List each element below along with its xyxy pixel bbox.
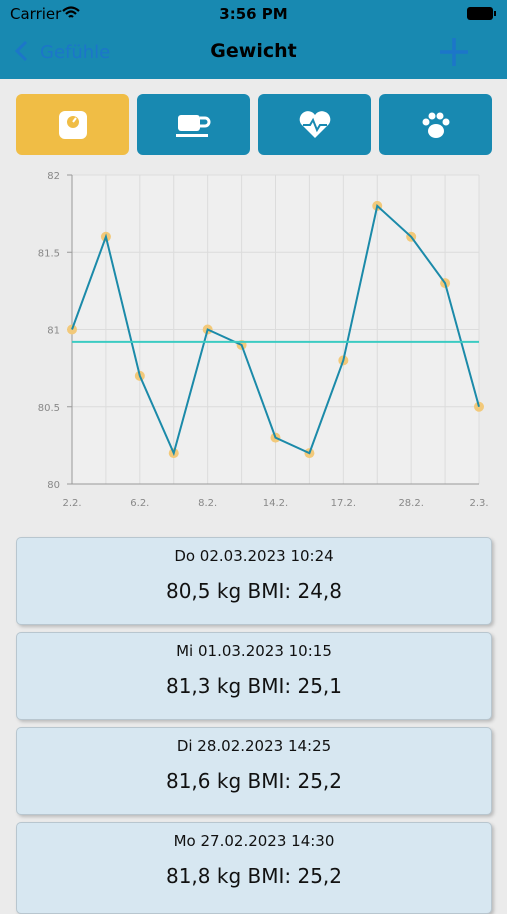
- entry-date: Do 02.03.2023 10:24: [174, 547, 334, 565]
- entry-summary: 81,8 kg BMI: 25,2: [165, 864, 343, 888]
- entry-summary: 80,5 kg BMI: 24,8: [165, 579, 343, 603]
- x-tick-label: 6.2.: [130, 498, 149, 509]
- carrier: Carrier: [10, 5, 62, 23]
- weight-line: [71, 203, 480, 457]
- entry-summary: 81,3 kg BMI: 25,1: [165, 674, 343, 698]
- y-tick-label: 81.5: [38, 248, 60, 259]
- entry-card[interactable]: Mo 27.02.2023 14:30 81,8 kg BMI: 25,2: [16, 822, 492, 914]
- back-arrow[interactable]: [14, 40, 28, 62]
- entry-summary: 81,6 kg BMI: 25,2: [165, 769, 343, 793]
- x-tick-label: 14.2.: [263, 498, 288, 509]
- entry-date: Mo 27.02.2023 14:30: [173, 832, 335, 850]
- entry-card[interactable]: Do 02.03.2023 10:24 80,5 kg BMI: 24,8: [16, 537, 492, 625]
- tab-weight[interactable]: [16, 94, 129, 155]
- nav-bar: Carrier 3:56 PM Gefühle Gewicht: [0, 0, 507, 79]
- entry-card[interactable]: Di 28.02.2023 14:25 81,6 kg BMI: 25,2: [16, 727, 492, 815]
- entry-date: Di 28.02.2023 14:25: [176, 737, 332, 755]
- tab-health[interactable]: [258, 94, 371, 155]
- clock: 3:56 PM: [219, 5, 288, 23]
- add-button[interactable]: [438, 36, 470, 68]
- entry-date: Mi 01.03.2023 10:15: [176, 642, 332, 660]
- battery-icon: [467, 7, 496, 20]
- x-tick-label: 17.2.: [331, 498, 356, 509]
- entry-card[interactable]: Mi 01.03.2023 10:15 81,3 kg BMI: 25,1: [16, 632, 492, 720]
- x-tick-label: 2.2.: [62, 498, 81, 509]
- y-tick-label: 80: [47, 480, 60, 491]
- x-tick-label: 28.2.: [398, 498, 423, 509]
- x-tick-label: 2.3.: [469, 498, 488, 509]
- y-tick-label: 82: [47, 171, 60, 182]
- y-tick-label: 81: [47, 326, 60, 337]
- weight-chart: 80 80.5 81 81.5 82 2.2. 6.2. 8.2. 14.2. 17.2. 28.2…: [38, 171, 489, 509]
- nav-title: Gewicht: [210, 40, 297, 62]
- x-tick-label: 8.2.: [198, 498, 217, 509]
- tab-pets[interactable]: [379, 94, 492, 155]
- back-button[interactable]: Gefühle: [40, 42, 111, 63]
- tab-drinks[interactable]: [137, 94, 250, 155]
- y-tick-label: 80.5: [38, 403, 60, 414]
- wifi-icon: [62, 6, 80, 18]
